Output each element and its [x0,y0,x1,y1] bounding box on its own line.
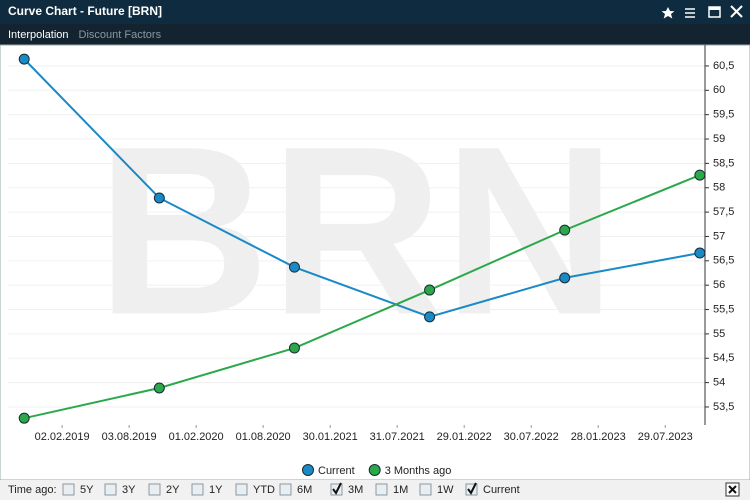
data-point [288,261,300,273]
tab-bar [0,24,750,45]
y-tick-label: 58,5 [713,157,734,169]
bottom-bar [0,480,750,500]
checkbox[interactable] [104,483,117,496]
checkbox-label: Current [483,484,520,496]
checkbox[interactable] [330,483,343,496]
data-point [559,272,571,284]
data-point [559,224,571,236]
tab[interactable]: Interpolation [8,29,69,41]
x-tick-label: 28.01.2023 [571,431,626,443]
y-tick-label: 56 [713,279,725,291]
y-tick-label: 59,5 [713,109,734,121]
checkbox-label: 3Y [122,484,136,496]
x-tick-label: 29.01.2022 [437,431,492,443]
legend-marker [302,464,314,476]
menu-icon[interactable] [685,8,695,18]
y-tick-label: 54 [713,377,725,389]
title-bar [0,0,750,24]
checkbox-label: 5Y [80,484,94,496]
data-point [153,192,165,204]
y-tick-label: 56,5 [713,255,734,267]
checkbox-label: 1W [437,484,454,496]
checkbox[interactable] [279,483,292,496]
checkbox[interactable] [465,483,478,496]
chart-panel [0,44,750,481]
legend-label: Current [318,465,355,477]
data-point [424,284,436,296]
checkbox-label: 1M [393,484,408,496]
checkbox-label: 2Y [166,484,180,496]
x-tick-label: 31.07.2021 [370,431,425,443]
y-tick-label: 60,5 [713,60,734,72]
data-point [18,412,30,424]
tab[interactable]: Discount Factors [79,29,162,41]
checkbox[interactable] [191,483,204,496]
y-tick-label: 57 [713,230,725,242]
checkbox[interactable] [62,483,75,496]
data-point [424,311,436,323]
y-tick-label: 58 [713,182,725,194]
x-tick-label: 01.08.2020 [236,431,291,443]
x-tick-label: 29.07.2023 [638,431,693,443]
checkbox[interactable] [375,483,388,496]
series-line [23,174,701,420]
y-tick-label: 59 [713,133,725,145]
x-tick-label: 30.01.2021 [303,431,358,443]
y-tick-label: 57,5 [713,206,734,218]
data-point [288,342,300,354]
data-point [694,247,706,259]
checkbox-label: YTD [253,484,275,496]
data-point [18,53,30,65]
checkbox-label: 3M [348,484,363,496]
data-point [694,169,706,181]
checkmark [467,482,477,495]
data-point [153,382,165,394]
checkbox-label: 6M [297,484,312,496]
y-tick-label: 53,5 [713,401,734,413]
close-button-x [728,485,737,494]
series-line [23,58,701,318]
checkbox[interactable] [148,483,161,496]
x-tick-label: 03.08.2019 [102,431,157,443]
checkmark [332,482,342,495]
checkbox[interactable] [419,483,432,496]
y-tick-label: 55 [713,328,725,340]
x-tick-label: 02.02.2019 [35,431,90,443]
close-icon[interactable] [730,5,743,18]
x-tick-label: 01.02.2020 [169,431,224,443]
y-tick-label: 55,5 [713,303,734,315]
maximize-icon-bar [709,7,720,10]
checkbox-label: 1Y [209,484,223,496]
star-icon[interactable] [661,7,675,19]
checkbox[interactable] [235,483,248,496]
y-tick-label: 60 [713,84,725,96]
window-title: Curve Chart - Future [BRN] [8,4,162,18]
watermark: BRN [97,96,617,364]
y-tick-label: 54,5 [713,352,734,364]
legend-marker [368,464,381,476]
legend-label: 3 Months ago [385,465,452,477]
x-tick-label: 30.07.2022 [504,431,559,443]
time-ago-label: Time ago: [8,484,57,496]
